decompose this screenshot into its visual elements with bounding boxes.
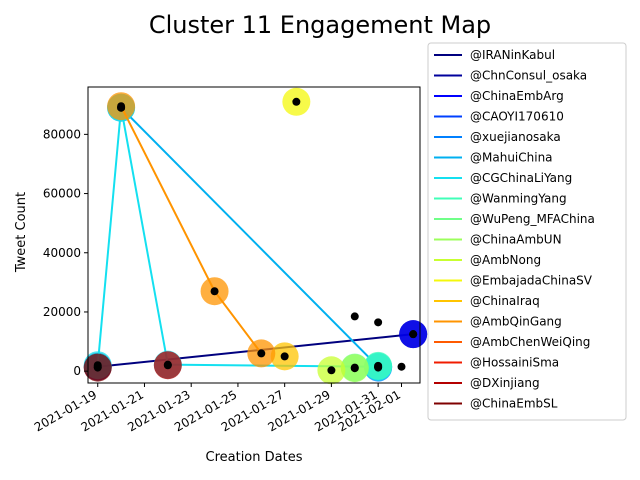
extra-point-marker-2 <box>397 362 406 371</box>
y-axis-label: Tweet Count <box>14 192 29 273</box>
legend-label-7: @WanmingYang <box>470 192 567 206</box>
series-line-6 <box>96 107 379 368</box>
legend-label-15: @HossainiSma <box>470 356 559 370</box>
y-tick-label-3: 60000 <box>43 187 81 201</box>
legend: @IRANinKabul @ChnConsul_osaka @ChinaEmbArg… <box>427 42 627 421</box>
legend-label-11: @EmbajadaChinaSV <box>470 274 593 288</box>
x-axis-label: Creation Dates <box>206 450 303 465</box>
point-marker-10-0 <box>327 366 336 375</box>
plot-area <box>83 87 428 385</box>
legend-box <box>427 42 627 421</box>
legend-label-14: @AmbChenWeiQing <box>470 335 590 349</box>
y-tick-label-0: 0 <box>73 364 81 378</box>
point-marker-9-0 <box>350 364 359 373</box>
point-marker-12-0 <box>280 352 289 361</box>
extra-point-marker-1 <box>374 318 383 327</box>
legend-label-16: @DXinjiang <box>470 376 540 390</box>
plot-frame <box>87 86 421 384</box>
extra-point-marker-0 <box>350 312 359 321</box>
point-marker-13-2 <box>257 349 266 358</box>
chart-title: Cluster 11 Engagement Map <box>149 11 491 39</box>
legend-label-1: @ChnConsul_osaka <box>470 69 587 83</box>
point-marker-2-0 <box>409 330 418 339</box>
legend-label-8: @WuPeng_MFAChina <box>470 212 595 226</box>
axes: Creation Dates Tweet Count 0 20000 40000 60… <box>14 86 421 465</box>
legend-label-9: @ChinaAmbUN <box>470 233 562 247</box>
point-marker-13-1 <box>210 287 219 296</box>
legend-label-0: @IRANinKabul <box>470 48 555 62</box>
legend-label-4: @xuejianosaka <box>470 130 561 144</box>
legend-label-6: @CGChinaLiYang <box>470 171 572 185</box>
y-tick-label-4: 80000 <box>43 127 81 141</box>
legend-label-12: @ChinaIraq <box>470 294 540 308</box>
legend-label-13: @AmbQinGang <box>470 315 562 329</box>
legend-label-3: @CAOYI170610 <box>470 110 564 124</box>
legend-label-2: @ChinaEmbArg <box>470 89 564 103</box>
legend-label-5: @MahuiChina <box>470 151 553 165</box>
point-marker-7-0 <box>374 361 383 370</box>
y-tick-label-2: 40000 <box>43 246 81 260</box>
y-tick-label-1: 20000 <box>43 305 81 319</box>
point-marker-16-0 <box>163 361 172 370</box>
series-line-13 <box>120 105 263 355</box>
point-marker-11-0 <box>292 97 301 106</box>
legend-label-10: @AmbNong <box>470 253 541 267</box>
series-line-5 <box>120 107 379 368</box>
point-marker-17-0 <box>93 363 102 372</box>
point-marker-13-0 <box>117 102 126 111</box>
legend-label-17: @ChinaEmbSL <box>470 397 558 411</box>
